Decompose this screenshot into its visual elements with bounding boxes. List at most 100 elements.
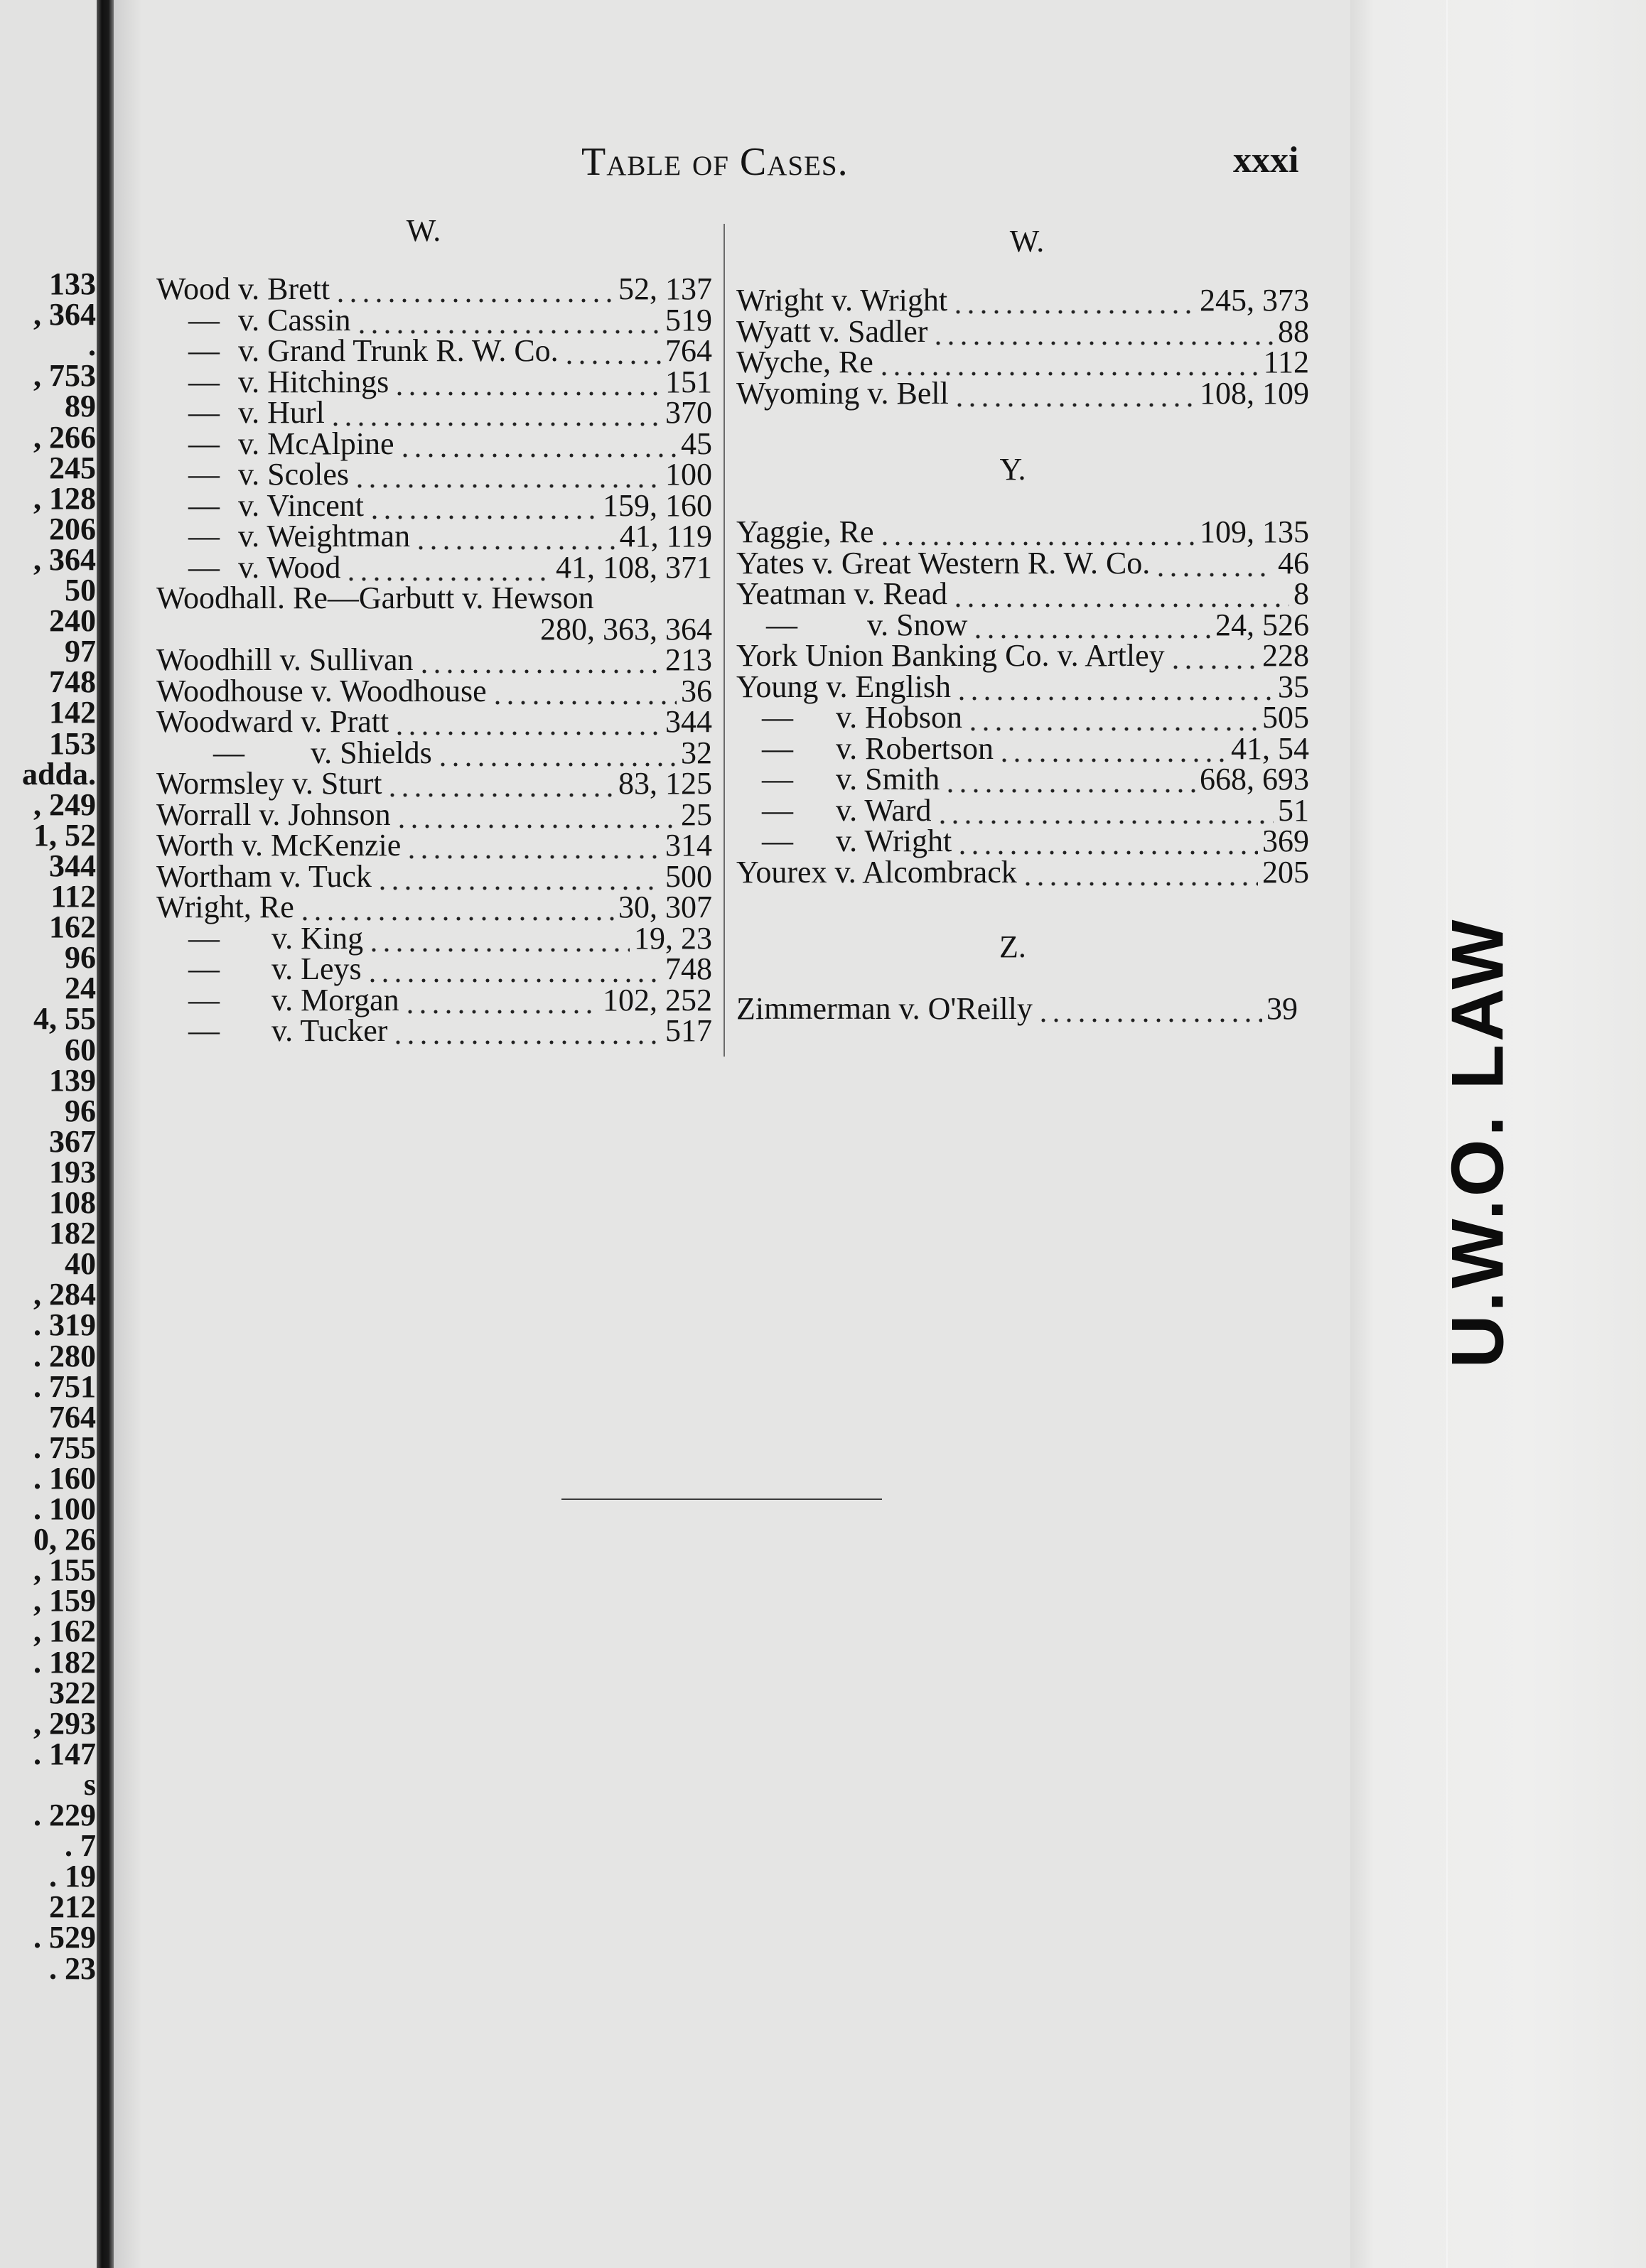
case-name: Wood v. Brett: [156, 271, 330, 306]
page-references: 228: [1262, 638, 1309, 673]
case-name: Zimmerman v. O'Reilly: [736, 991, 1033, 1026]
page-references: 25: [681, 796, 712, 832]
case-entry: — v. Weightman 41, 119: [156, 521, 712, 552]
page-references: 30, 307: [618, 890, 712, 924]
ditto-dash: —: [762, 762, 793, 796]
case-name: Wortham v. Tuck: [156, 858, 372, 894]
case-entry: Woodhill v. Sullivan 213: [156, 644, 712, 676]
case-name: v. Grand Trunk R. W. Co.: [238, 333, 559, 368]
case-entry: Young v. English 35: [736, 671, 1309, 703]
page-references: 39: [1266, 991, 1298, 1026]
leader-dots: [392, 1015, 661, 1047]
leader-dots: [298, 892, 614, 923]
running-header-title: Table of Cases.: [581, 140, 849, 184]
facing-page-fragment: 322: [49, 1675, 96, 1710]
case-name: v. Leys: [271, 951, 362, 986]
case-entry: — v. Shields 32: [156, 737, 712, 769]
case-entry: — v. Robertson 41, 54: [736, 733, 1309, 765]
case-entry: Worrall v. Johnson 25: [156, 799, 712, 831]
leader-dots: [353, 459, 661, 490]
facing-page-fragment: 0, 26: [33, 1522, 96, 1557]
case-entry: — v. Tucker 517: [156, 1015, 712, 1047]
facing-page-fragment: . 319: [33, 1307, 96, 1343]
case-entry: Wortham v. Tuck 500: [156, 858, 712, 894]
ditto-dash: —: [188, 333, 220, 368]
page-references: 24, 526: [1215, 607, 1309, 642]
page-references: 100: [665, 457, 712, 492]
case-entry: — v. Leys 748: [156, 954, 712, 985]
page-references: 112: [1263, 345, 1309, 379]
section-heading-w-right: W.: [1009, 224, 1045, 259]
case-entry: — v. Wright 369: [736, 826, 1309, 857]
case-entry: — v. King 19, 23: [156, 922, 712, 954]
case-entry: — v. Grand Trunk R. W. Co. 764: [156, 335, 712, 367]
facing-page-fragment: 89: [65, 389, 96, 424]
page-references: 41, 108, 371: [556, 549, 712, 585]
facing-page-fragment: , 159: [33, 1583, 96, 1619]
page-references: 369: [1262, 824, 1309, 858]
case-entry: Wyche, Re 112: [736, 347, 1309, 378]
case-name: Yourex v. Alcombrack: [736, 854, 1017, 890]
case-entry: — v. Hitchings 151: [156, 364, 712, 399]
facing-page-fragment: . 280: [33, 1338, 96, 1373]
facing-page-fragment: , 162: [33, 1614, 96, 1649]
case-entry: Wyatt v. Sadler 88: [736, 313, 1309, 349]
page-edge-margin: [1350, 0, 1646, 2268]
page-references: 668, 693: [1200, 762, 1309, 796]
facing-page-fragment: , 364: [33, 297, 96, 333]
case-entry: Wormsley v. Sturt 83, 125: [156, 768, 712, 799]
facing-page-fragment: 60: [65, 1032, 96, 1067]
page-references: 280, 363, 364: [540, 611, 712, 647]
facing-page-fragment: 24: [65, 971, 96, 1006]
case-name: v. Hitchings: [238, 364, 389, 399]
facing-page-fragment: 182: [49, 1216, 96, 1251]
facing-page-fragment: , 364: [33, 541, 96, 577]
facing-page-fragment: . 755: [33, 1430, 96, 1465]
leader-dots: [345, 551, 552, 583]
case-name: v. Hobson: [836, 700, 963, 735]
case-entry: Wright, Re 30, 307: [156, 892, 712, 923]
case-name: Young v. English: [736, 669, 951, 704]
ditto-dash: —: [762, 730, 793, 766]
ditto-dash: —: [766, 607, 797, 642]
leader-dots: [490, 675, 677, 707]
leader-dots: [375, 860, 661, 892]
page-references: 41, 54: [1231, 730, 1309, 766]
leader-dots: [967, 702, 1258, 733]
facing-page-fragment: , 249: [33, 787, 96, 822]
leader-dots: [398, 428, 677, 460]
page-references: 36: [681, 673, 712, 708]
facing-page-fragment: 240: [49, 603, 96, 639]
facing-page-fragment: 96: [65, 1093, 96, 1128]
ditto-dash: —: [188, 549, 220, 585]
facing-page-fragment: 193: [49, 1154, 96, 1189]
page-references: 51: [1278, 792, 1309, 828]
facing-page-fragment: 748: [49, 664, 96, 700]
case-entry: Woodhouse v. Woodhouse 36: [156, 673, 712, 708]
case-entry: Worth v. McKenzie 314: [156, 830, 712, 861]
case-name: Yates v. Great Western R. W. Co.: [736, 545, 1151, 580]
leader-dots: [414, 521, 615, 552]
leader-dots: [954, 671, 1274, 703]
facing-page-fragment: 108: [49, 1185, 96, 1220]
leader-dots: [951, 578, 1289, 610]
facing-page-fragment: 206: [49, 511, 96, 546]
facing-page-fragment: . 19: [49, 1859, 96, 1894]
page-references: 370: [665, 395, 712, 430]
facing-page-fragment: , 266: [33, 419, 96, 455]
case-name: v. Robertson: [836, 730, 994, 766]
leader-dots: [956, 826, 1258, 857]
case-name: Woodhouse v. Woodhouse: [156, 673, 487, 708]
case-name: v. McAlpine: [238, 426, 394, 461]
facing-page-fragment: .: [88, 328, 96, 363]
case-name: Wyatt v. Sadler: [736, 313, 928, 349]
case-name: Worth v. McKenzie: [156, 828, 402, 863]
page-references: 245, 373: [1200, 283, 1309, 318]
leader-dots: [334, 274, 614, 305]
facing-page-fragment: 153: [49, 725, 96, 761]
case-entry: Zimmerman v. O'Reilly 39: [736, 993, 1298, 1025]
page-references: 764: [665, 333, 712, 368]
facing-page-fragment: 133: [49, 266, 96, 301]
page-references: 35: [1278, 669, 1309, 704]
page-references: 519: [665, 302, 712, 338]
